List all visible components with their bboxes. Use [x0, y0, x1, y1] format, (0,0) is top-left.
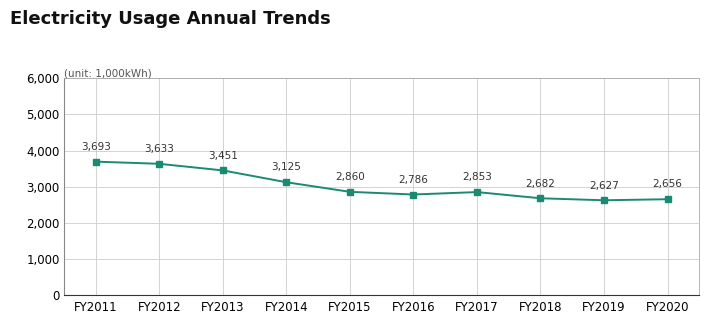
- Text: (unit: 1,000kWh): (unit: 1,000kWh): [64, 68, 152, 78]
- Text: 2,656: 2,656: [652, 180, 682, 190]
- Text: 2,682: 2,682: [525, 179, 555, 189]
- Text: 3,125: 3,125: [271, 162, 301, 173]
- Text: 3,693: 3,693: [81, 142, 111, 152]
- Text: 2,786: 2,786: [398, 175, 428, 185]
- Text: 3,633: 3,633: [144, 144, 174, 154]
- Text: Electricity Usage Annual Trends: Electricity Usage Annual Trends: [10, 10, 331, 28]
- Text: 2,627: 2,627: [589, 181, 619, 191]
- Text: 2,860: 2,860: [335, 172, 365, 182]
- Text: 3,451: 3,451: [208, 151, 238, 161]
- Text: 2,853: 2,853: [462, 172, 492, 182]
